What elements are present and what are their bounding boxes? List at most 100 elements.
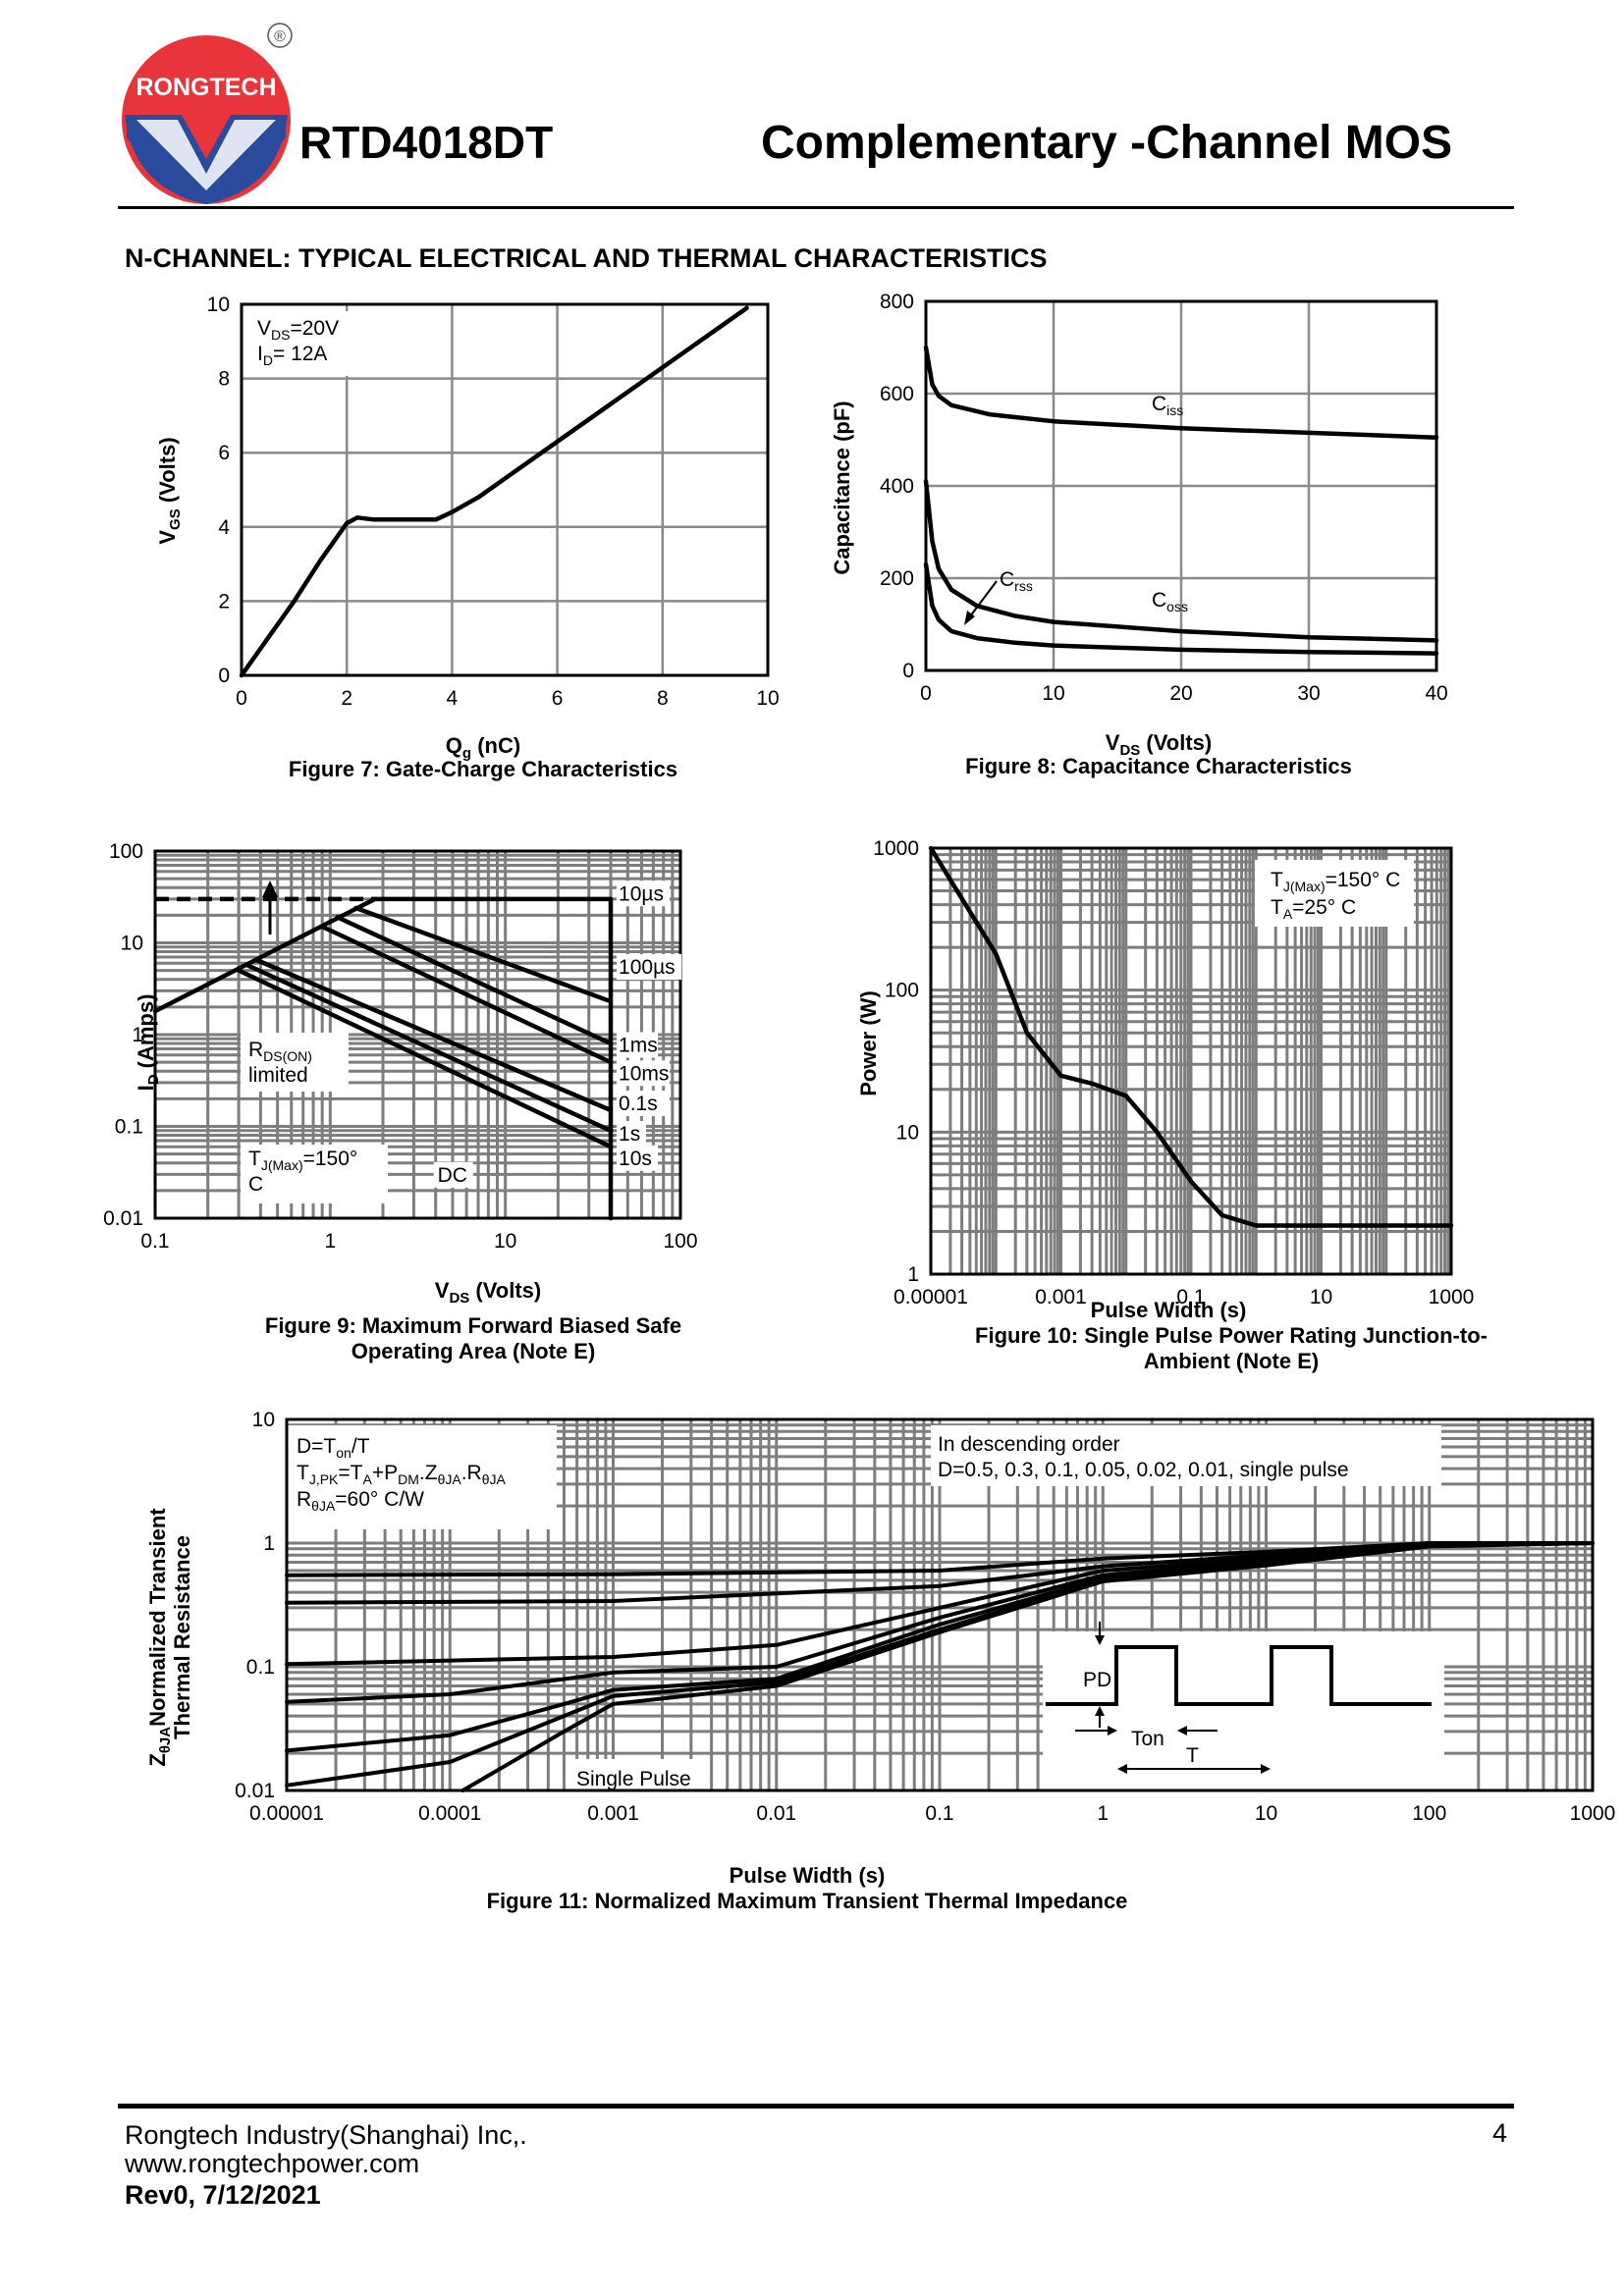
f8-x-tick: 20 (1169, 682, 1192, 705)
f8-x-tick: 30 (1297, 682, 1320, 705)
f9-series-0-1s (254, 957, 614, 1113)
f7-series-vgs (239, 305, 749, 678)
fig11-inset-t: T (1186, 1744, 1199, 1767)
fig9-caption-line1: Figure 9: Maximum Forward Biased Safe (265, 1313, 681, 1338)
fig9-chart: RDS(ON) limited TJ(Max)=150° C 10µs 100µs… (103, 840, 697, 1363)
fig11-duty-list: D=0.5, 0.3, 0.1, 0.05, 0.02, 0.01, singl… (938, 1459, 1349, 1481)
fig10-chart: TJ(Max)=150° C TA=25° C 0.00001 0.001 0.1 1… (856, 837, 1488, 1373)
f10-series-power (928, 845, 1454, 1228)
f9-series-1s (244, 962, 614, 1134)
f8-series-coss (923, 479, 1439, 643)
f10-y-tick: 1000 (873, 837, 919, 860)
f7-y-tick: 0 (218, 665, 230, 687)
f7-x-tick: 6 (552, 687, 564, 710)
f8-y-tick: 600 (880, 383, 914, 405)
f11-y-tick: 0.1 (246, 1656, 275, 1679)
fig11-single-pulse-label: Single Pulse (576, 1768, 691, 1790)
fig9-y-label: ID (Amps) (134, 994, 162, 1092)
f9-x-tick: 1 (324, 1230, 336, 1253)
fig9-curves (152, 896, 614, 1221)
fig9-label-1s: 1s (619, 1123, 640, 1146)
f8-x-tick: 40 (1425, 682, 1447, 705)
fig11-tjpk-label: TJ,PK=TA+PDM.ZθJA.RθJA (297, 1462, 506, 1487)
fig9-label-bg (617, 1145, 659, 1171)
fig9-rdson-label: RDS(ON) (248, 1039, 312, 1064)
fig8-coss-label: Coss (1152, 589, 1188, 614)
fig11-caption: Figure 11: Normalized Maximum Transient … (487, 1889, 1128, 1913)
f11-x-tick: 10 (1255, 1802, 1277, 1825)
fig8-y-label: Capacitance (pF) (830, 400, 854, 574)
fig9-label-bg (617, 1091, 671, 1117)
fig9-caption-line2: Operating Area (Note E) (352, 1339, 596, 1363)
f9-x-tick: 0.1 (140, 1230, 169, 1253)
footer-website[interactable]: www.rongtechpower.com (125, 2149, 420, 2178)
header-rule (118, 206, 1514, 209)
fig9-dc-bg (433, 1161, 473, 1188)
f8-x-tick: 10 (1042, 682, 1064, 705)
f10-x-tick: 0.1 (1176, 1286, 1205, 1308)
fig9-label-dc: DC (438, 1164, 467, 1187)
fig8-caption: Figure 8: Capacitance Characteristics (965, 754, 1352, 778)
fig8-chart: Ciss Crss Coss 0 10 20 30 40 0 200 400 600 800 V… (830, 291, 1448, 778)
f10-y-tick: 100 (885, 980, 919, 1002)
fig11-x-label: Pulse Width (s) (730, 1863, 886, 1888)
f11-x-tick: 1 (1097, 1802, 1109, 1825)
fig7-x-label: Qg (nC) (446, 733, 520, 762)
fig9-label-10s: 10s (619, 1148, 652, 1170)
f9-x-tick: 10 (494, 1230, 516, 1253)
fig9-label-bg (617, 1060, 671, 1087)
fig10-x-label: Pulse Width (s) (1091, 1298, 1247, 1322)
fig7-caption: Figure 7: Gate-Charge Characteristics (289, 757, 677, 781)
fig7-curves (239, 305, 749, 678)
fig9-label-01s: 0.1s (619, 1093, 658, 1115)
fig9-label-1ms: 1ms (619, 1034, 658, 1056)
f9-y-tick: 100 (109, 840, 143, 863)
f7-x-tick: 8 (657, 687, 669, 710)
fig8-curves (923, 345, 1439, 656)
f11-x-tick: 100 (1412, 1802, 1446, 1825)
footer-company: Rongtech Industry(Shanghai) Inc,. (125, 2120, 527, 2150)
f7-x-tick: 10 (756, 687, 779, 710)
f10-x-tick: 0.00001 (893, 1286, 968, 1308)
fig11-plot-frame (285, 1417, 1595, 1792)
fig7-y-label: VGS (Volts) (155, 437, 184, 544)
fig11-pulse-inset: PD Ton T (1043, 1622, 1444, 1826)
f9-y-tick: 1 (132, 1024, 143, 1046)
f11-x-tick: 0.0001 (418, 1802, 481, 1825)
fig9-x-ticks: 0.1 1 10 100 (140, 1230, 697, 1253)
part-number: RTD4018DT (299, 117, 554, 168)
f10-x-tick: 0.001 (1035, 1286, 1087, 1308)
fig10-plot-frame (929, 846, 1453, 1276)
f7-y-tick: 2 (218, 590, 230, 613)
f10-y-tick: 10 (896, 1121, 919, 1144)
document-title: Complementary -Channel MOS (761, 117, 1453, 169)
f11-series-single-pulse (460, 1541, 1595, 1792)
fig10-x-ticks: 0.00001 0.001 0.1 10 1000 (893, 1286, 1474, 1308)
f7-x-tick: 2 (341, 687, 352, 710)
f9-y-tick: 0.01 (103, 1207, 143, 1230)
section-title: N-CHANNEL: TYPICAL ELECTRICAL AND THERMA… (125, 243, 1048, 273)
fig9-y-ticks: 0.01 0.1 1 10 100 (103, 840, 143, 1230)
fig9-tj-unit: C (248, 1173, 263, 1196)
fig9-grid (153, 851, 680, 1220)
fig9-label-10ms: 10ms (619, 1062, 669, 1085)
f7-x-tick: 4 (447, 687, 459, 710)
f11-x-tick: 0.001 (587, 1802, 639, 1825)
footer-revision: Rev0, 7/12/2021 (125, 2180, 321, 2210)
f11-y-tick: 10 (252, 1409, 275, 1431)
f9-y-tick: 10 (121, 933, 143, 955)
footer-rule (118, 2104, 1514, 2109)
fig10-ta-label: TA=25° C (1271, 896, 1356, 922)
f8-y-tick: 400 (880, 475, 914, 498)
f11-y-tick: 1 (263, 1532, 275, 1555)
fig11-duty-label: D=Ton/T (297, 1435, 370, 1461)
fig9-limited-label: limited (248, 1064, 308, 1087)
fig9-plot-frame (153, 849, 682, 1220)
f8-series-ciss (923, 345, 1439, 440)
fig8-x-ticks: 0 10 20 30 40 (920, 682, 1448, 705)
f7-y-tick: 6 (218, 442, 230, 464)
fig9-label-10s: 10µs (619, 882, 664, 905)
fig9-tj-label: TJ(Max)=150° (248, 1148, 357, 1173)
f11-x-tick: 0.1 (925, 1802, 953, 1825)
